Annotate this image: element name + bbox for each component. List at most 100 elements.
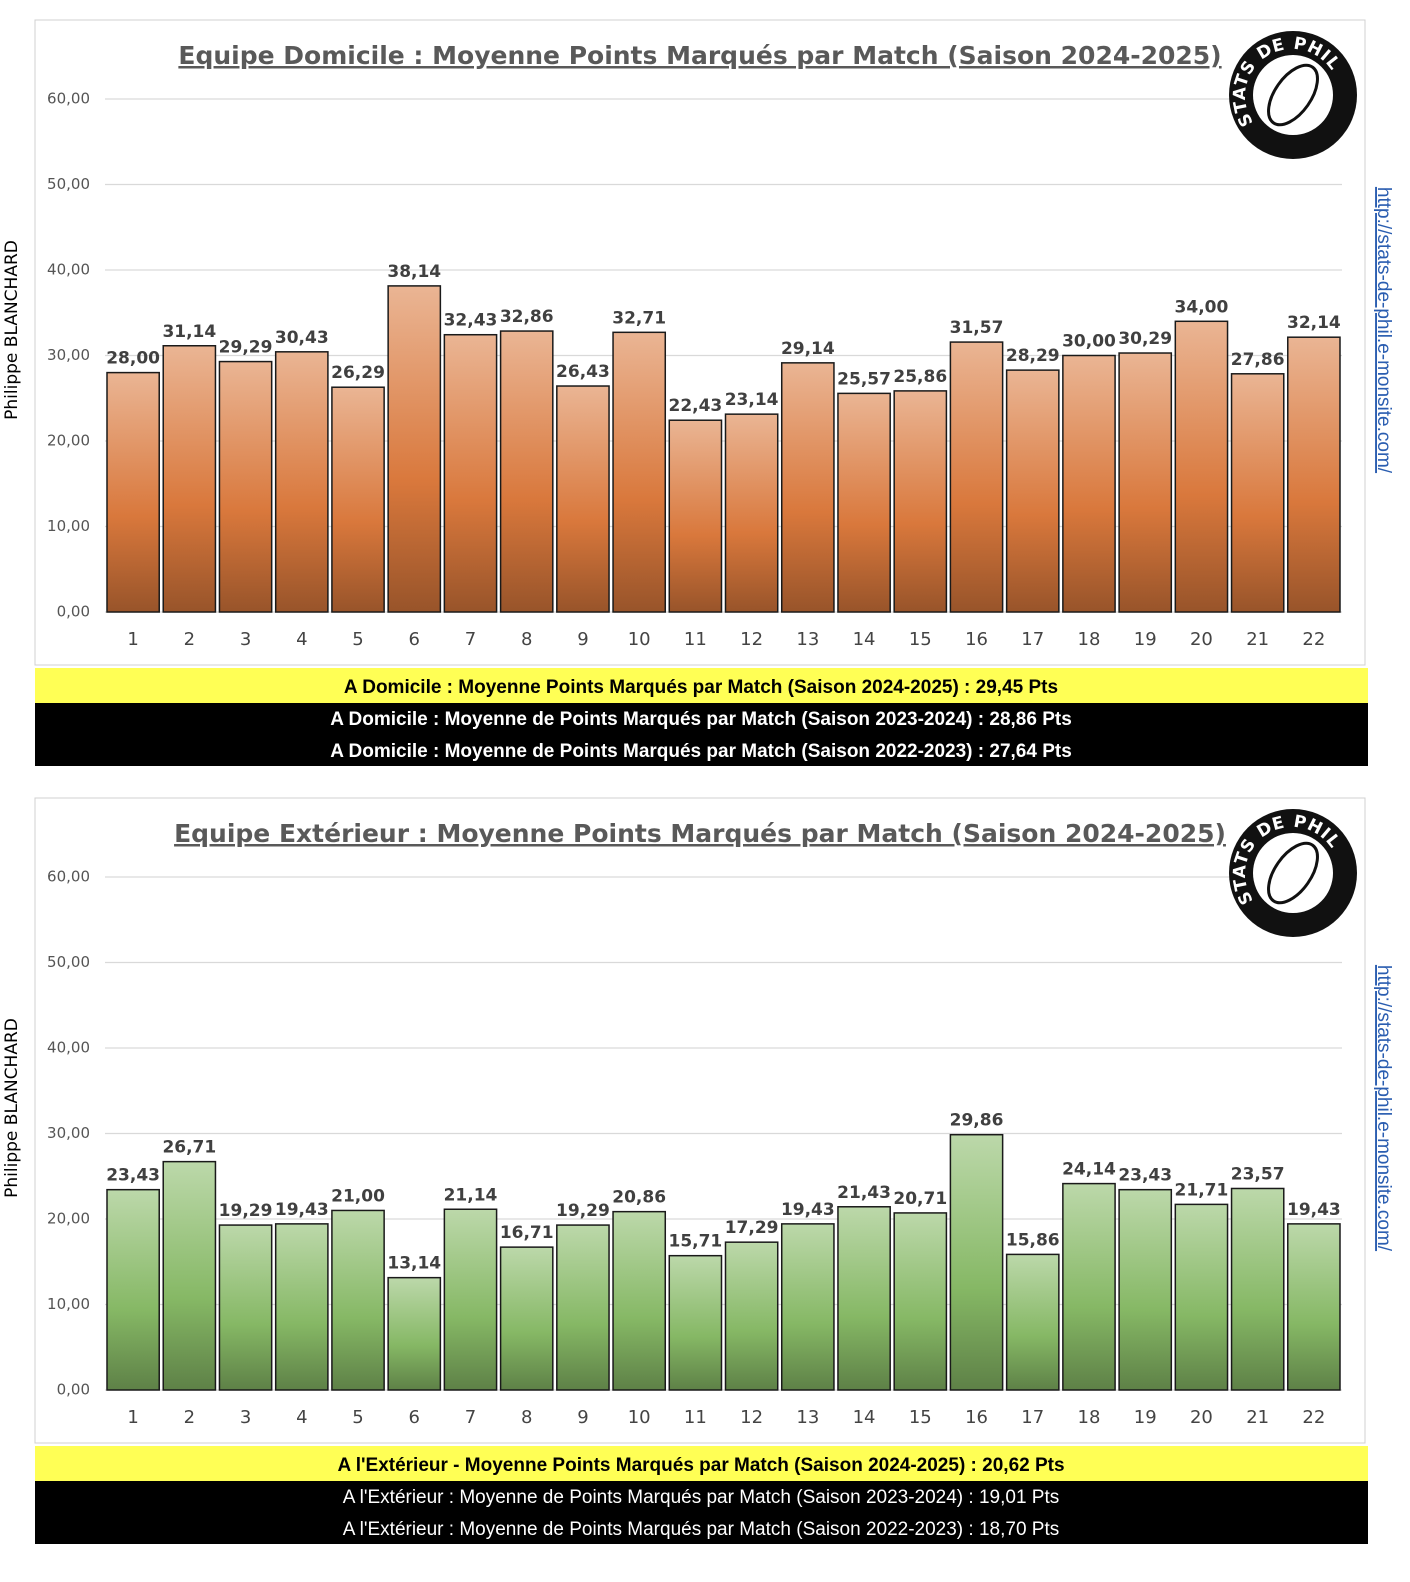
x-tick-label: 12 [740,1407,763,1428]
summary-line: A Domicile : Moyenne de Points Marqués p… [330,709,1072,730]
data-label: 19,43 [781,1200,835,1220]
bar [387,1276,442,1391]
bar [780,362,835,613]
data-label: 28,29 [1006,346,1060,366]
data-label: 21,14 [444,1185,498,1205]
y-tick-label: 0,00 [57,1381,90,1399]
data-label: 23,57 [1231,1164,1285,1184]
x-tick-label: 13 [796,1407,819,1428]
side-link: http://stats-de-phil.e-monsite.com/ [1373,965,1394,1252]
data-label: 19,43 [275,1200,329,1220]
bar [1005,1253,1060,1391]
bar [331,1209,385,1391]
x-tick-label: 10 [628,629,651,650]
data-label: 29,29 [219,338,273,358]
bar [1062,1182,1116,1391]
x-tick-label: 12 [740,629,763,650]
y-tick-label: 10,00 [47,1295,90,1313]
bar [162,1160,217,1391]
data-label: 32,43 [444,311,498,331]
y-tick-label: 20,00 [47,432,90,450]
summary-line: A l'Extérieur - Moyenne Points Marqués p… [337,1455,1064,1476]
x-tick-label: 21 [1246,1407,1269,1428]
bar [274,1223,329,1391]
data-label: 25,57 [837,369,891,389]
x-tick-label: 8 [521,629,532,650]
bar [780,1223,835,1391]
data-label: 25,86 [893,367,947,387]
data-label: 30,29 [1118,329,1172,349]
x-tick-label: 8 [521,1407,532,1428]
y-tick-label: 60,00 [47,90,90,108]
x-tick-label: 15 [909,629,932,650]
data-label: 21,00 [331,1186,385,1206]
x-tick-label: 7 [465,1407,476,1428]
logo-center [1253,55,1333,135]
summary-highlight [35,668,1368,703]
data-label: 27,86 [1231,350,1285,370]
y-tick-label: 40,00 [47,261,90,279]
data-label: 31,14 [162,322,216,342]
data-label: 21,71 [1175,1180,1229,1200]
bar [106,371,160,613]
data-label: 29,86 [950,1111,1004,1131]
bar [837,1206,891,1391]
x-tick-label: 16 [965,629,988,650]
x-tick-label: 2 [184,1407,195,1428]
bar [556,385,610,613]
y-tick-label: 10,00 [47,517,90,535]
y-tick-label: 50,00 [47,953,90,971]
x-tick-label: 20 [1190,1407,1213,1428]
data-label: 23,43 [1118,1166,1172,1186]
x-tick-label: 3 [240,1407,251,1428]
bar [1230,1187,1285,1391]
x-tick-label: 22 [1302,1407,1325,1428]
bar [893,390,948,613]
data-label: 30,43 [275,328,329,348]
data-label: 26,43 [556,362,610,382]
data-label: 32,86 [500,307,554,327]
bar [949,341,1004,613]
bar [1062,354,1116,613]
summary-highlight [35,1446,1368,1481]
data-label: 23,43 [106,1166,160,1186]
data-label: 28,00 [106,349,160,369]
x-tick-label: 2 [184,629,195,650]
bar [668,1254,723,1391]
x-tick-label: 19 [1134,1407,1157,1428]
bar [724,1241,779,1391]
data-label: 17,29 [725,1218,779,1238]
x-tick-label: 1 [127,629,138,650]
y-tick-label: 30,00 [47,1124,90,1142]
x-tick-label: 13 [796,629,819,650]
chart-title: Equipe Extérieur : Moyenne Points Marqué… [174,819,1226,848]
data-label: 19,29 [556,1201,610,1221]
data-label: 16,71 [500,1223,554,1243]
bar [1174,1203,1229,1391]
data-label: 15,71 [668,1232,722,1252]
bar [443,1208,498,1391]
x-tick-label: 18 [1078,629,1101,650]
x-tick-label: 17 [1021,629,1044,650]
summary-line: A Domicile : Moyenne Points Marqués par … [344,677,1058,698]
data-label: 15,86 [1006,1230,1060,1250]
y-tick-label: 60,00 [47,868,90,886]
data-label: 32,71 [612,308,666,328]
data-label: 22,43 [668,396,722,416]
y-tick-label: 20,00 [47,1210,90,1228]
y-tick-label: 0,00 [57,603,90,621]
summary-line: A Domicile : Moyenne de Points Marqués p… [330,741,1072,762]
data-label: 38,14 [387,262,441,282]
x-tick-label: 21 [1246,629,1269,650]
data-label: 30,00 [1062,332,1116,352]
data-label: 20,71 [893,1189,947,1209]
data-label: 21,43 [837,1183,891,1203]
x-tick-label: 14 [853,1407,876,1428]
bar [1118,1188,1173,1391]
bar [443,333,498,613]
bar [331,386,385,613]
data-label: 23,14 [725,390,779,410]
data-label: 13,14 [387,1254,441,1274]
x-tick-label: 3 [240,629,251,650]
